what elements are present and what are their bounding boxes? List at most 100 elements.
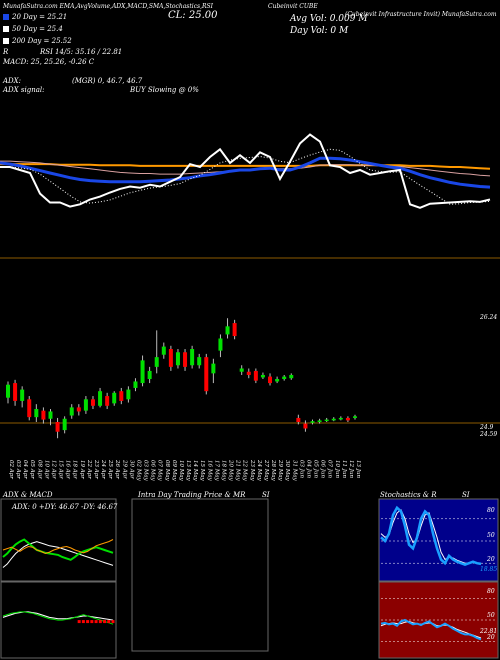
candle (34, 404, 39, 422)
candle-body (90, 399, 95, 406)
price-low-label: 24.59 (480, 431, 498, 438)
candle-body (310, 421, 315, 423)
candle (232, 319, 237, 340)
adx-line (2, 541, 114, 568)
candle-body (197, 357, 202, 366)
date-axis: 02 Apr 03 Apr 04 Apr 05 Apr 08 Apr 10 Apr 12 A… (8, 459, 361, 482)
adx-values: (MGR) 0, 46.7, 46.7 (72, 77, 143, 85)
intra-si-title: SI (262, 491, 270, 499)
candle-body (324, 419, 329, 422)
candle-body (105, 396, 110, 406)
stoch-panel-title: Stochastics & R (380, 491, 437, 499)
candle (105, 392, 110, 410)
plus-di-line (2, 538, 114, 561)
candle (225, 318, 230, 339)
date-tick-label: 05 Apr (29, 460, 35, 479)
macd-hist-bar (81, 620, 85, 624)
stoch-si-title: SI (462, 491, 470, 499)
candle-body (41, 410, 46, 420)
candle-body (353, 416, 357, 418)
candle-body (268, 376, 273, 384)
candle (98, 387, 103, 408)
candle-body (218, 338, 223, 351)
candle (13, 379, 18, 406)
macd-hist-bar (77, 620, 81, 624)
candle-body (140, 360, 145, 384)
candle-body (76, 407, 81, 412)
date-tick-label: 26 Apr (114, 459, 120, 479)
rsi-tick-80: 80 (487, 588, 495, 595)
macd-lines (2, 611, 115, 625)
candle-body (161, 346, 166, 355)
candle-body (34, 409, 39, 418)
candle-body (282, 376, 287, 380)
date-tick-label: 12 Apr (51, 460, 57, 479)
candle (289, 373, 294, 380)
date-tick-label: 12 Jun (348, 460, 354, 478)
candle-body (317, 420, 322, 422)
candle (239, 365, 244, 375)
candle-body (6, 384, 10, 398)
stochastic-panel (378, 498, 499, 582)
date-tick-label: 06 May (150, 460, 156, 482)
candle-body (48, 411, 53, 419)
stoch-tick-20: 20 (487, 556, 495, 563)
date-tick-label: 07 May (157, 460, 163, 482)
date-tick-label: 30 May (284, 460, 290, 482)
date-tick-label: 10 Jun (334, 460, 340, 478)
ema200-line (0, 163, 491, 170)
macd-hist-bar (98, 620, 102, 624)
candle-body (147, 370, 152, 380)
ema200-label: 200 Day = 25.52 (12, 37, 72, 45)
candle (303, 420, 308, 432)
candle (126, 386, 131, 403)
adx-lines (2, 538, 114, 568)
macd-hist-bar (86, 620, 90, 624)
date-tick-label: 13 May (185, 460, 191, 482)
date-tick-label: 15 May (199, 460, 205, 482)
price-mid-label: 24.9 (480, 424, 494, 431)
stoch-tick-50: 50 (487, 532, 495, 539)
price-label: CL: 25.00 (168, 10, 218, 21)
close-line (0, 133, 491, 209)
date-tick-label: 13 Jun (355, 460, 361, 478)
candle (338, 416, 343, 421)
candle (6, 381, 10, 404)
candle-body (338, 417, 343, 420)
candle (310, 419, 315, 425)
rsi-line: RSI 14/5: 35.16 / 22.81 (40, 48, 123, 56)
rsi-line (380, 618, 482, 641)
rsi-lines (380, 598, 496, 642)
candle (296, 414, 301, 425)
header-company-sub: (Cubeinvit Infrastructure Invit) MunafaS… (345, 11, 497, 18)
candle-body (133, 381, 138, 388)
date-tick-label: 24 May (256, 459, 262, 482)
macd-hist-bar (94, 620, 98, 624)
rsi-tick-20: 20 (487, 634, 495, 641)
ema20-swatch (3, 14, 9, 20)
date-tick-label: 31 May (291, 460, 297, 482)
date-tick-label: 03 May (143, 460, 149, 482)
candle-body (345, 417, 350, 421)
candle (275, 376, 280, 384)
candle-body (112, 392, 117, 404)
candle-body (168, 349, 173, 367)
adx-label: ADX: (3, 77, 22, 85)
date-tick-label: 09 May (171, 460, 177, 482)
price-high-label: 26.24 (480, 314, 498, 321)
date-tick-label: 24 Apr (100, 459, 106, 479)
date-tick-label: 04 Apr (22, 460, 28, 479)
adx-legend: ADX: 0 +DY: 46.67 -DY: 46.67 (12, 503, 118, 511)
candle-body (62, 418, 67, 431)
candle (175, 349, 180, 369)
date-tick-label: 22 May (242, 459, 248, 482)
candle (112, 391, 117, 406)
candle (161, 342, 166, 359)
date-tick-label: 03 Jun (298, 460, 304, 478)
date-tick-label: 10 Apr (43, 460, 49, 479)
ema50-swatch (3, 26, 9, 32)
candle-body (175, 352, 180, 366)
date-tick-label: 11 Jun (341, 460, 347, 478)
candle (211, 358, 216, 384)
candle-body (55, 422, 60, 432)
